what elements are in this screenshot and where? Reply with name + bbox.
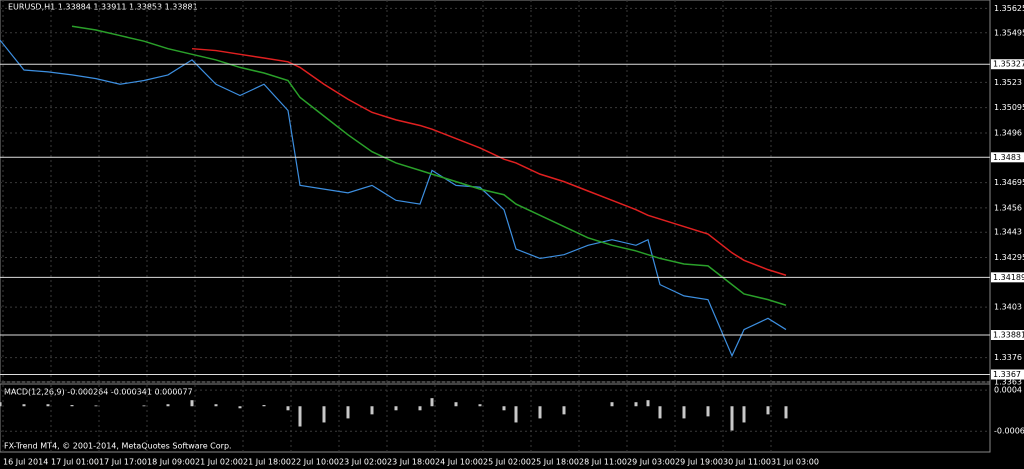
price-line (71, 25, 787, 306)
x-tick-label: 21 Jul 18:00 (243, 458, 291, 467)
macd-bar (190, 400, 194, 407)
macd-bar (742, 406, 746, 423)
y-tick-label: 1.3403 (994, 303, 1022, 312)
macd-bar (538, 406, 542, 419)
y-tick-label: 1.35625 (994, 4, 1024, 13)
level-label: 1.3483 (993, 153, 1021, 162)
macd-bar (370, 406, 374, 415)
x-tick-label: 28 Jul 11:00 (579, 458, 627, 467)
level-box (991, 369, 1024, 380)
macd-bar (478, 404, 482, 407)
y-tick-label: 1.34295 (994, 253, 1024, 262)
chart-title: EURUSD,H1 1.33884 1.33911 1.33853 1.3388… (8, 3, 198, 12)
y-tick-label: 0.0004 (994, 386, 1022, 395)
macd-bar (706, 406, 710, 417)
macd-bar (562, 406, 566, 415)
y-tick-label: 1.35495 (994, 28, 1024, 37)
macd-bar (262, 405, 266, 407)
y-tick-label: 1.35095 (994, 103, 1024, 112)
macd-bar (238, 406, 242, 409)
x-tick-label: 17 Jul 01:00 (51, 458, 99, 467)
macd-bar (322, 406, 326, 423)
x-tick-label: 25 Jul 18:00 (531, 458, 579, 467)
y-tick-label: 1.3376 (994, 353, 1022, 362)
x-tick-label: 31 Jul 03:00 (771, 458, 819, 467)
x-tick-label: 23 Jul 02:00 (339, 458, 387, 467)
macd-bar (502, 406, 506, 411)
level-label: 1.3367 (993, 370, 1021, 379)
main-frame (0, 0, 991, 383)
y-tick-label: 1.3456 (994, 203, 1022, 212)
macd-bar (634, 402, 638, 407)
price-line (191, 47, 787, 276)
level-box (991, 152, 1024, 163)
macd-bar (22, 404, 26, 407)
y-tick-label: 1.34695 (994, 178, 1024, 187)
macd-bar (784, 406, 788, 419)
macd-bar (766, 406, 770, 415)
x-tick-label: 29 Jul 19:00 (675, 458, 723, 467)
macd-bar (166, 404, 170, 407)
macd-bar (46, 404, 50, 407)
x-tick-label: 29 Jul 03:00 (627, 458, 675, 467)
macd-bar (646, 400, 650, 407)
level-box (991, 59, 1024, 70)
y-tick-label: 1.3363 (994, 378, 1022, 387)
macd-bar (346, 406, 350, 419)
macd-bar (394, 406, 398, 411)
level-box (991, 272, 1024, 283)
macd-bar (682, 406, 686, 419)
level-label: 1.33881 (993, 330, 1024, 339)
x-tick-label: 17 Jul 17:00 (99, 458, 147, 467)
level-box (991, 329, 1024, 340)
x-tick-label: 18 Jul 09:00 (147, 458, 195, 467)
macd-bar (0, 402, 2, 407)
x-tick-label: 23 Jul 18:00 (387, 458, 435, 467)
macd-bar (454, 402, 458, 407)
macd-bar (94, 405, 98, 407)
macd-bar (730, 406, 734, 431)
x-tick-label: 21 Jul 02:00 (195, 458, 243, 467)
macd-bar (430, 398, 434, 407)
macd-bar (610, 402, 614, 407)
x-tick-label: 22 Jul 10:00 (291, 458, 339, 467)
y-tick-label: 1.3523 (994, 78, 1022, 87)
x-tick-label: 30 Jul 11:00 (723, 458, 771, 467)
y-tick-label: -0.000616 (994, 427, 1024, 436)
x-tick-label: 24 Jul 10:00 (435, 458, 483, 467)
macd-title: MACD(12,26,9) -0.000264 -0.000341 0.0000… (4, 388, 193, 397)
x-tick-label: 16 Jul 2014 (3, 458, 48, 467)
macd-bar (70, 405, 74, 407)
y-tick-label: 1.3496 (994, 128, 1022, 137)
macd-bar (658, 406, 662, 419)
macd-bar (214, 404, 218, 407)
price-line (0, 39, 787, 358)
level-label: 1.34189 (993, 273, 1024, 282)
macd-bar (298, 406, 302, 427)
macd-bar (418, 406, 422, 411)
macd-bar (514, 406, 518, 423)
y-tick-label: 1.3443 (994, 228, 1022, 237)
footer: FX-Trend MT4, © 2001-2014, MetaQuotes So… (4, 442, 232, 451)
x-tick-label: 25 Jul 02:00 (483, 458, 531, 467)
macd-bar (142, 405, 146, 407)
macd-bar (286, 406, 290, 411)
level-label: 1.35327 (993, 60, 1024, 69)
